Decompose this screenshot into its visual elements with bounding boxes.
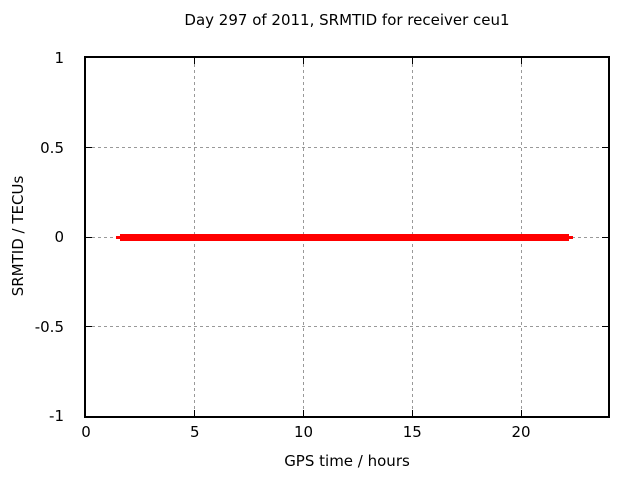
x-tick-mark [520, 410, 522, 416]
y-tick-mark [86, 326, 92, 327]
y-tick-label: 0.5 [40, 138, 64, 157]
y-tick-label: -0.5 [34, 317, 64, 336]
x-tick-mark [194, 58, 196, 64]
x-tick-mark [411, 58, 413, 64]
x-tick-label: 15 [402, 423, 422, 441]
y-tick-label: -1 [49, 407, 64, 425]
x-tick-label: 10 [293, 423, 314, 441]
y-tick-mark [86, 147, 92, 148]
x-tick-mark [411, 410, 413, 416]
y-tick-mark [602, 147, 608, 148]
series-layer [86, 58, 608, 416]
series-band-srmtid [119, 233, 569, 241]
y-tick-labels: -1 -0.5 0 0.5 1 [0, 49, 74, 425]
horizontal-gridline [86, 147, 608, 148]
y-tick-label: 1 [54, 49, 64, 67]
x-axis-label: GPS time / hours [284, 452, 410, 470]
x-tick-label: 5 [189, 423, 200, 441]
x-tick-mark [303, 58, 304, 64]
x-tick-mark [194, 410, 196, 416]
x-tick-mark [520, 58, 522, 64]
y-tick-mark [602, 326, 608, 327]
chart-title: Day 297 of 2011, SRMTID for receiver ceu… [184, 11, 510, 29]
x-tick-labels: 0 5 10 15 20 [81, 423, 608, 441]
plot-area [84, 56, 610, 418]
y-tick-label: 0 [54, 228, 64, 246]
x-tick-mark [303, 410, 304, 416]
horizontal-gridline [86, 326, 608, 327]
y-tick-mark [602, 236, 608, 238]
tick-layer [86, 58, 608, 416]
x-tick-label: 20 [511, 423, 531, 441]
y-tick-mark [86, 236, 92, 238]
x-tick-label: 0 [81, 423, 91, 441]
